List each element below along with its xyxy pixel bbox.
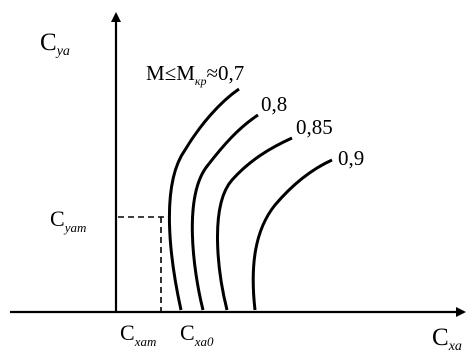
x-marker-right-label: Cxa0 — [180, 320, 214, 349]
curve-m-09 — [251, 158, 333, 311]
y-marker-label: Cyam — [50, 206, 86, 235]
x-marker-left-label: Cxam — [120, 320, 156, 349]
curve-label-07: M≤Mкр≈0,7 — [146, 61, 244, 88]
curve-label-09: 0,9 — [338, 146, 364, 170]
y-axis-label: Cya — [40, 29, 70, 59]
curve-label-08: 0,8 — [261, 92, 287, 116]
curve-m-085 — [216, 136, 293, 311]
curve-m-07 — [167, 87, 240, 311]
curve-label-085: 0,85 — [296, 115, 333, 139]
curve-m-08 — [190, 113, 259, 311]
x-axis-label: Cxa — [432, 324, 462, 353]
